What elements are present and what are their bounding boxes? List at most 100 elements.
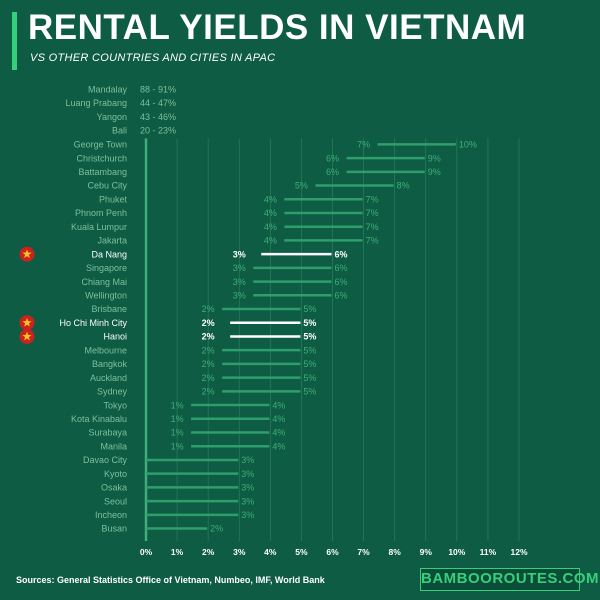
- category-label: Auckland: [90, 373, 127, 383]
- high-value-label: 6%: [335, 249, 348, 259]
- category-label: Melbourne: [84, 345, 127, 355]
- category-label: Brisbane: [91, 304, 127, 314]
- page-title: RENTAL YIELDS IN VIETNAM: [28, 8, 527, 47]
- high-value-label: 4%: [272, 400, 285, 410]
- x-tick-label: 8%: [389, 547, 402, 557]
- low-value-label: 1%: [171, 441, 184, 451]
- category-label: Bali: [112, 126, 127, 136]
- brand-badge[interactable]: BAMBOOROUTES.COM: [420, 568, 599, 591]
- star-icon: [22, 331, 32, 341]
- x-tick-label: 4%: [264, 547, 277, 557]
- x-tick-label: 9%: [420, 547, 433, 557]
- high-value-label: 5%: [303, 359, 316, 369]
- low-value-label: 2%: [202, 304, 215, 314]
- x-tick-label: 6%: [326, 547, 339, 557]
- page-subtitle: VS OTHER COUNTRIES AND CITIES IN APAC: [30, 52, 276, 64]
- high-value-label: 5%: [303, 345, 316, 355]
- category-label: Phnom Penh: [75, 208, 127, 218]
- high-value-label: 6%: [335, 291, 348, 301]
- low-value-label: 2%: [202, 373, 215, 383]
- category-label: Cebu City: [87, 181, 127, 191]
- low-value-label: 5%: [295, 181, 308, 191]
- low-value-label: 1%: [171, 428, 184, 438]
- category-label: Luang Prabang: [65, 98, 127, 108]
- low-value-label: 4%: [264, 222, 277, 232]
- high-value-label: 3%: [241, 455, 254, 465]
- category-label: Singapore: [86, 263, 127, 273]
- category-label: Battambang: [78, 167, 127, 177]
- category-label: Phuket: [99, 194, 128, 204]
- high-value-label: 7%: [366, 222, 379, 232]
- high-value-label: 4%: [272, 414, 285, 424]
- category-label: Ho Chi Minh City: [59, 318, 127, 328]
- high-value-label: 5%: [303, 318, 316, 328]
- high-value-label: 3%: [241, 510, 254, 520]
- low-value-label: 3%: [233, 291, 246, 301]
- category-label: Davao City: [83, 455, 128, 465]
- category-label: Christchurch: [76, 153, 127, 163]
- low-value-label: 4%: [264, 208, 277, 218]
- range-value-label: 44 - 47%: [140, 98, 176, 108]
- category-label: Busan: [101, 524, 127, 534]
- x-tick-label: 1%: [171, 547, 184, 557]
- category-label: Osaka: [101, 483, 127, 493]
- x-tick-label: 10%: [448, 547, 465, 557]
- range-value-label: 20 - 23%: [140, 126, 176, 136]
- low-value-label: 2%: [202, 318, 215, 328]
- star-icon: [22, 317, 32, 327]
- x-tick-label: 11%: [480, 547, 497, 557]
- high-value-label: 7%: [366, 236, 379, 246]
- low-value-label: 2%: [202, 345, 215, 355]
- title-accent-bar: [12, 12, 17, 70]
- star-icon: [22, 249, 32, 259]
- sources-note: Sources: General Statistics Office of Vi…: [16, 575, 325, 585]
- high-value-label: 6%: [335, 277, 348, 287]
- range-value-label: 88 - 91%: [140, 85, 176, 95]
- low-value-label: 3%: [233, 249, 246, 259]
- category-label: Hanoi: [103, 332, 127, 342]
- low-value-label: 7%: [357, 140, 370, 150]
- high-value-label: 4%: [272, 428, 285, 438]
- high-value-label: 3%: [241, 469, 254, 479]
- high-value-label: 9%: [428, 167, 441, 177]
- x-tick-label: 2%: [202, 547, 215, 557]
- high-value-label: 5%: [303, 387, 316, 397]
- x-tick-label: 7%: [357, 547, 370, 557]
- x-tick-label: 5%: [295, 547, 308, 557]
- category-label: George Town: [74, 140, 127, 150]
- high-value-label: 5%: [303, 373, 316, 383]
- low-value-label: 6%: [326, 167, 339, 177]
- high-value-label: 9%: [428, 153, 441, 163]
- low-value-label: 2%: [202, 387, 215, 397]
- low-value-label: 2%: [202, 332, 215, 342]
- low-value-label: 3%: [233, 263, 246, 273]
- category-label: Chiang Mai: [81, 277, 127, 287]
- category-label: Mandalay: [88, 85, 128, 95]
- category-label: Seoul: [104, 496, 127, 506]
- category-label: Kyoto: [104, 469, 127, 479]
- category-label: Jakarta: [97, 236, 127, 246]
- high-value-label: 4%: [272, 441, 285, 451]
- low-value-label: 1%: [171, 400, 184, 410]
- category-label: Surabaya: [88, 428, 127, 438]
- high-value-label: 8%: [397, 181, 410, 191]
- high-value-label: 7%: [366, 208, 379, 218]
- high-value-label: 10%: [459, 140, 477, 150]
- low-value-label: 1%: [171, 414, 184, 424]
- high-value-label: 7%: [366, 194, 379, 204]
- category-label: Sydney: [97, 387, 128, 397]
- category-label: Wellington: [85, 291, 127, 301]
- low-value-label: 2%: [202, 359, 215, 369]
- low-value-label: 6%: [326, 153, 339, 163]
- high-value-label: 3%: [241, 496, 254, 506]
- high-value-label: 5%: [303, 332, 316, 342]
- category-label: Manila: [100, 441, 127, 451]
- range-value-label: 43 - 46%: [140, 112, 176, 122]
- x-tick-label: 0%: [140, 547, 153, 557]
- category-label: Da Nang: [91, 249, 127, 259]
- category-label: Bangkok: [92, 359, 128, 369]
- high-value-label: 2%: [210, 524, 223, 534]
- category-label: Kota Kinabalu: [71, 414, 127, 424]
